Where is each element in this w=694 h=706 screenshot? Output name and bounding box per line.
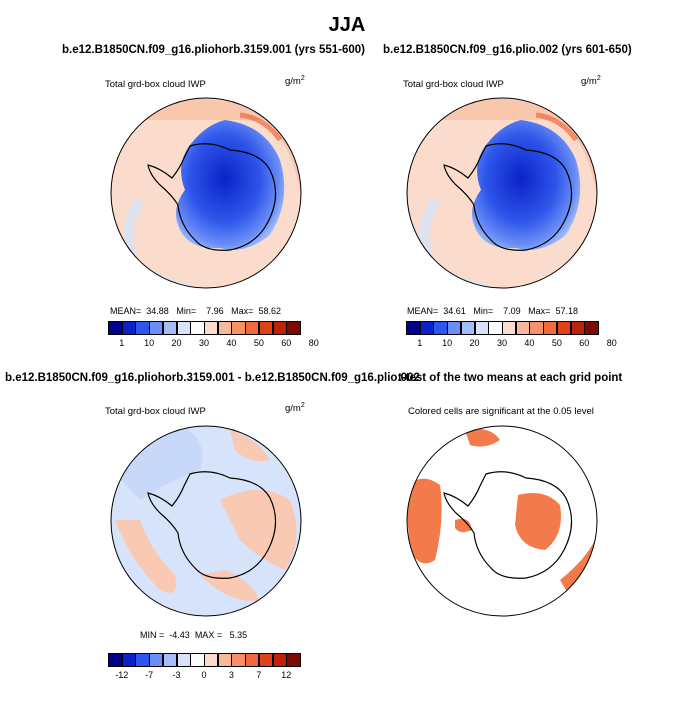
panel2-field-label: Total grd-box cloud IWP — [403, 79, 504, 90]
colorbar-tick-label: 60 — [579, 338, 590, 348]
panel1-stats: MEAN= 34.88 Min= 7.96 Max= 58.62 — [110, 306, 281, 316]
colorbar-tick-label: 12 — [281, 670, 292, 680]
colorbar-abs-panel2: 1 10 20 30 40 50 60 80 — [406, 321, 617, 349]
panel3-stats: MIN = -4.43 MAX = 5.35 — [140, 630, 248, 640]
colorbar-tick-label: 50 — [253, 338, 264, 348]
colorbar-tick-label: 40 — [226, 338, 237, 348]
colorbar-tick-label: 50 — [551, 338, 562, 348]
panel3-units: g/m2 — [285, 402, 305, 415]
coastline-panel1 — [147, 143, 277, 251]
colorbar-tick-label: -12 — [115, 670, 129, 680]
colorbar-tick-label: 30 — [496, 338, 508, 348]
coastline-panel3 — [147, 471, 277, 579]
panel4-subtitle: Colored cells are significant at the 0.0… — [408, 406, 594, 417]
colorbar-tick-label: 10 — [442, 338, 453, 348]
panel2-title: b.e12.B1850CN.f09_g16.plio.002 (yrs 601-… — [383, 44, 632, 56]
colorbar-tick-label: 1 — [119, 338, 125, 348]
colorbar-tick-label: 40 — [524, 338, 535, 348]
colorbar-tick-label: 7 — [256, 670, 262, 680]
colorbar-tick-label: 30 — [198, 338, 210, 348]
colorbar-tick-label: 60 — [281, 338, 292, 348]
map-panel1-border — [110, 97, 302, 289]
colorbar-tick-label: 3 — [228, 670, 234, 680]
panel3-field-label: Total grd-box cloud IWP — [105, 406, 206, 417]
colorbar-diff-panel3: -12 -7 -3 0 3 7 12 — [108, 653, 301, 681]
map-panel1 — [111, 98, 301, 288]
map-panel2-border — [406, 97, 598, 289]
map-panel2 — [407, 98, 597, 288]
colorbar-tick-label: 80 — [606, 338, 617, 348]
map-panel3-border — [110, 425, 302, 617]
colorbar-tick-label: 20 — [171, 338, 182, 348]
colorbar-cell — [286, 653, 301, 667]
panel1-units: g/m2 — [285, 75, 305, 88]
panel1-field-label: Total grd-box cloud IWP — [105, 79, 206, 90]
colorbar-tick-label: 20 — [469, 338, 480, 348]
colorbar-abs-panel1: 1 10 20 30 40 50 60 80 — [108, 321, 319, 349]
coastline-panel2 — [443, 143, 573, 251]
panel2-units: g/m2 — [581, 75, 601, 88]
colorbar-tick-label: 1 — [417, 338, 423, 348]
map-panel4-border — [406, 425, 598, 617]
colorbar-tick-label: 80 — [308, 338, 319, 348]
colorbar-tick-label: 10 — [144, 338, 155, 348]
colorbar-tick-label: -3 — [172, 670, 181, 680]
colorbar-tick-label: -7 — [145, 670, 154, 680]
panel1-title: b.e12.B1850CN.f09_g16.pliohorb.3159.001 … — [62, 44, 365, 56]
panel4-title: t-test of the two means at each grid poi… — [398, 372, 623, 384]
colorbar-cell — [584, 321, 599, 335]
panel3-title: b.e12.B1850CN.f09_g16.pliohorb.3159.001 … — [5, 372, 420, 384]
colorbar-tick-label: 0 — [201, 670, 207, 680]
coastline-panel4 — [443, 471, 573, 579]
main-title: JJA — [328, 14, 366, 36]
colorbar-cell — [286, 321, 301, 335]
panel2-stats: MEAN= 34.61 Min= 7.09 Max= 57.18 — [407, 306, 578, 316]
